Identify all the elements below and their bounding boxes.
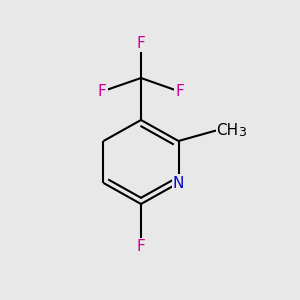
Text: 3: 3 xyxy=(238,126,246,140)
Text: F: F xyxy=(136,36,146,51)
Text: N: N xyxy=(173,176,184,190)
Text: F: F xyxy=(175,84,184,99)
Text: F: F xyxy=(136,239,146,254)
Text: F: F xyxy=(98,84,106,99)
Text: CH: CH xyxy=(216,123,238,138)
